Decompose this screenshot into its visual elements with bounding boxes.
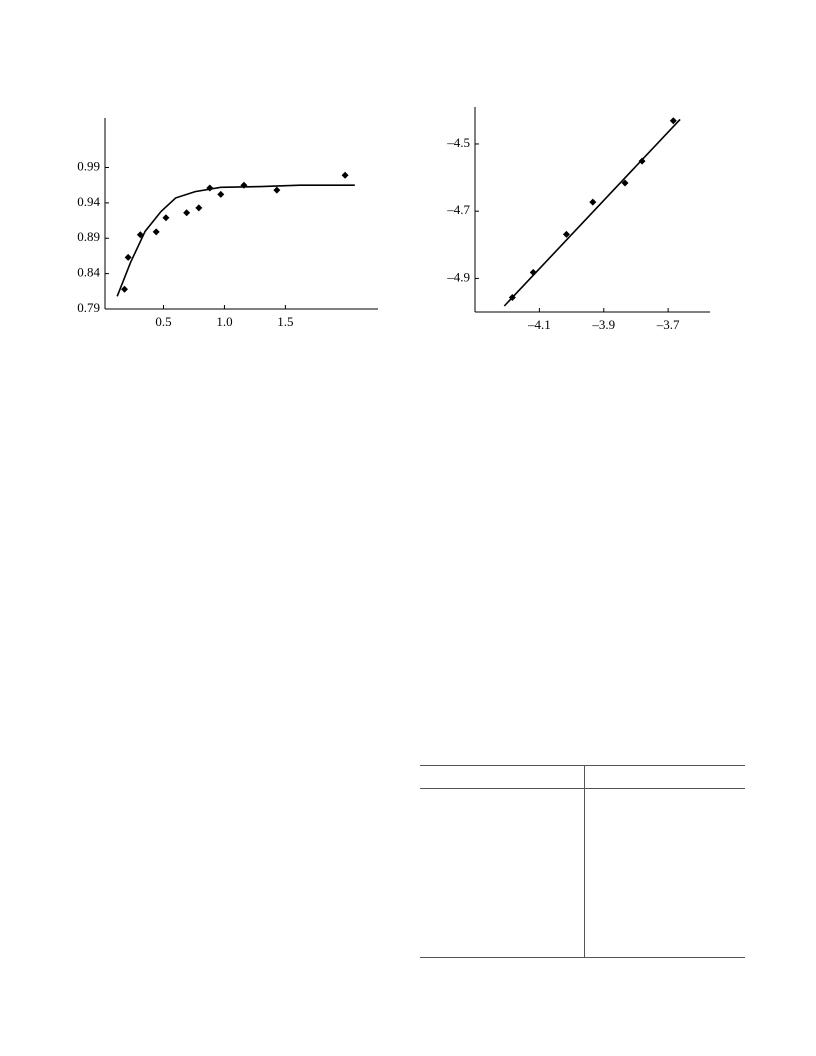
y-tick-label: 0.94 <box>77 194 100 209</box>
data-point <box>217 190 225 198</box>
data-point <box>183 209 191 217</box>
data-point <box>638 157 646 165</box>
fit-line <box>116 184 355 297</box>
data-point <box>669 117 677 125</box>
data-point <box>162 214 170 222</box>
data-point <box>589 198 597 206</box>
empty-table <box>420 765 745 958</box>
x-tick-label: –3.7 <box>656 317 680 332</box>
x-tick-label: 1.5 <box>277 314 293 329</box>
data-point <box>195 204 203 212</box>
data-point <box>121 285 128 293</box>
y-tick-label: –4.7 <box>446 202 470 217</box>
data-point <box>152 228 160 236</box>
fit-line <box>503 118 681 307</box>
data-point <box>562 230 570 238</box>
x-tick-label: 0.5 <box>155 314 171 329</box>
x-tick-label: 1.0 <box>216 314 232 329</box>
y-tick-label: 0.84 <box>77 265 100 280</box>
data-point <box>273 186 281 194</box>
data-point <box>124 253 132 261</box>
y-tick-label: –4.5 <box>446 135 470 150</box>
y-tick-label: 0.79 <box>77 300 100 315</box>
y-tick-label: 0.89 <box>77 229 100 244</box>
data-point <box>621 179 629 187</box>
y-tick-label: 0.99 <box>77 159 100 174</box>
x-tick-label: –4.1 <box>527 317 551 332</box>
data-point <box>341 171 349 179</box>
y-tick-label: –4.9 <box>446 269 470 284</box>
x-tick-label: –3.9 <box>591 317 615 332</box>
